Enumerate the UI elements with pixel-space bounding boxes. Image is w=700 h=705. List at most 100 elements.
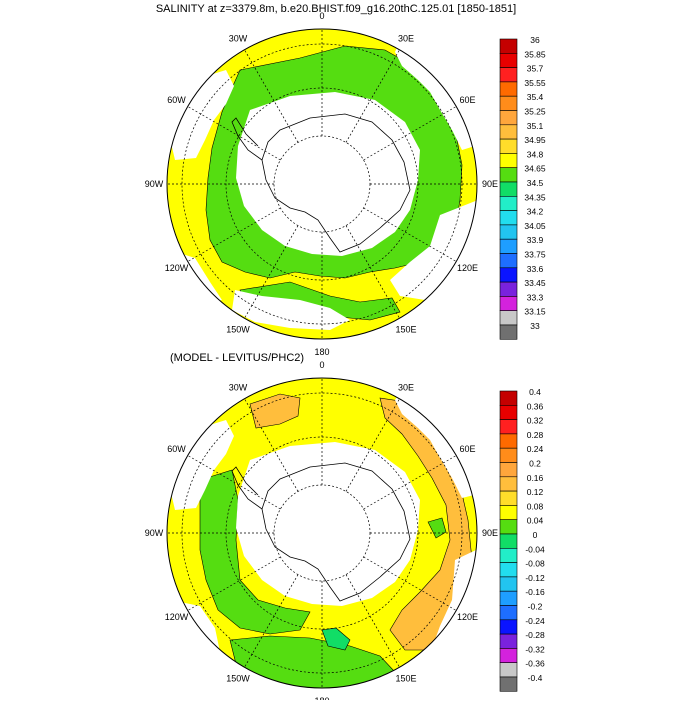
colorbar-swatch xyxy=(499,404,518,420)
orange-region-north-bottom xyxy=(249,393,301,429)
longitude-label: 150W xyxy=(226,324,250,334)
longitude-label: 30E xyxy=(398,34,414,44)
antarctica-outline-bottom xyxy=(261,462,411,602)
colorbar-swatch xyxy=(499,633,518,649)
panel-top: SALINITY at z=3379.8m, b.e20.BHIST.f09_g… xyxy=(145,3,546,357)
teal-patch-bottom xyxy=(321,627,351,651)
colorbar-label: 34.2 xyxy=(527,207,544,217)
longitude-label: 150W xyxy=(226,673,250,683)
colorbar-swatch xyxy=(499,196,518,211)
colorbar-swatch xyxy=(499,648,518,664)
colorbar-label: 35.25 xyxy=(524,107,546,117)
colorbar-swatch xyxy=(499,605,518,621)
map-border-top xyxy=(166,28,478,340)
longitude-label: 90E xyxy=(482,528,498,538)
panel-bottom: (MODEL - LEVITUS/PHC2) xyxy=(145,352,545,705)
colorbar-label: 0.24 xyxy=(527,444,544,454)
colorbar-swatch xyxy=(499,490,518,506)
colorbar-swatch xyxy=(499,619,518,635)
longitude-label: 150E xyxy=(395,673,416,683)
colorbar-swatch xyxy=(499,324,518,340)
colorbar-swatch xyxy=(499,476,518,492)
meridian-line xyxy=(244,49,299,143)
colorbar-swatch xyxy=(499,590,518,606)
longitude-label: 0 xyxy=(319,11,324,21)
longitude-label: 60W xyxy=(167,444,186,454)
colorbar-bottom: 0.4 0.36 0.32 0.28 0.24 0.2 0.16 0.12 0.08 0.04 0 -… xyxy=(499,387,545,692)
colorbar-swatch xyxy=(499,124,518,140)
meridian-line xyxy=(345,574,400,668)
meridian-line xyxy=(244,225,299,319)
meridian-line xyxy=(187,106,281,161)
colorbar-swatch xyxy=(499,676,518,692)
colorbar-swatch xyxy=(499,38,518,54)
colorbar-swatch xyxy=(499,110,518,126)
longitude-label: 60W xyxy=(167,95,186,105)
land-nz-top xyxy=(232,290,350,330)
graticule-meridians-top xyxy=(167,29,477,339)
map-bottom xyxy=(167,378,477,688)
colorbar-swatch xyxy=(499,576,518,592)
colorbar-label: 0.4 xyxy=(529,387,541,397)
colorbar-label: 36 xyxy=(530,35,540,45)
colorbar-label: -0.2 xyxy=(528,602,543,612)
colorbar-swatch xyxy=(499,433,518,449)
green-patch-east-bottom xyxy=(427,517,447,539)
colorbar-swatch xyxy=(499,562,518,578)
longitude-labels-bottom: 0 30E 60E 90E 120E 150E 180 150W 120W 90W 60W 30W xyxy=(145,360,498,705)
colorbar-swatch xyxy=(499,210,518,226)
colorbar-label: 33.15 xyxy=(524,307,546,317)
colorbar-label: 33.9 xyxy=(527,235,544,245)
colorbar-label: -0.12 xyxy=(525,573,545,583)
colorbar-label: -0.36 xyxy=(525,659,545,669)
meridian-line xyxy=(345,49,400,143)
longitude-label: 120E xyxy=(457,263,478,273)
colorbar-label: 0.32 xyxy=(527,416,544,426)
colorbar-label: 33.6 xyxy=(527,264,544,274)
meridian-line xyxy=(363,207,457,262)
colorbar-swatch xyxy=(499,447,518,463)
longitude-label: 180 xyxy=(314,696,329,700)
colorbar-swatch xyxy=(499,238,518,254)
colorbar-label: -0.4 xyxy=(528,673,543,683)
longitude-label: 0 xyxy=(319,360,324,370)
colorbar-label: 33.75 xyxy=(524,250,546,260)
panel-title-top: SALINITY at z=3379.8m, b.e20.BHIST.f09_g… xyxy=(156,3,516,15)
meridian-line xyxy=(244,574,299,668)
colorbar-swatch xyxy=(499,138,518,154)
panel-title-bottom: (MODEL - LEVITUS/PHC2) xyxy=(170,352,304,364)
colorbar-swatch xyxy=(499,224,518,240)
colorbar-swatch xyxy=(499,281,518,297)
colorbar-swatch xyxy=(499,296,518,311)
colorbar-label: 34.05 xyxy=(524,221,546,231)
colorbar-label: -0.24 xyxy=(525,616,545,626)
colorbar-swatch xyxy=(499,253,518,269)
land-africa-bottom xyxy=(395,389,477,498)
land-australia-bottom xyxy=(432,548,477,648)
colorbar-swatch xyxy=(499,67,518,83)
colorbar-label: 0.04 xyxy=(527,516,544,526)
meridian-line xyxy=(187,207,281,262)
colorbar-swatch xyxy=(499,390,518,406)
colorbar-top: 36 35.85 35.7 35.55 35.4 35.25 35.1 34.95 34.8 34… xyxy=(499,35,546,340)
colorbar-swatch xyxy=(499,419,518,435)
colorbar-label: -0.32 xyxy=(525,644,545,654)
longitude-labels-top: 0 30E 60E 90E 120E 150E 180 150W 120W 90W 60W 30W xyxy=(145,11,498,357)
longitude-label: 150E xyxy=(395,324,416,334)
colorbar-label: 0.28 xyxy=(527,430,544,440)
antarctica-outline-top xyxy=(261,113,411,253)
meridian-line xyxy=(187,556,281,611)
map-border-bottom xyxy=(166,377,478,689)
colorbar-label: 0.12 xyxy=(527,487,544,497)
colorbar-label: -0.08 xyxy=(525,559,545,569)
longitude-label: 60E xyxy=(459,95,475,105)
meridian-line xyxy=(363,455,457,510)
colorbar-label: 34.8 xyxy=(527,149,544,159)
colorbar-swatch xyxy=(499,310,518,326)
longitude-label: 180 xyxy=(314,347,329,357)
colorbar-swatch xyxy=(499,547,518,563)
colorbar-swatch xyxy=(499,267,518,283)
meridian-line xyxy=(244,398,299,492)
colorbar-label: -0.04 xyxy=(525,544,545,554)
longitude-label: 90W xyxy=(145,179,164,189)
